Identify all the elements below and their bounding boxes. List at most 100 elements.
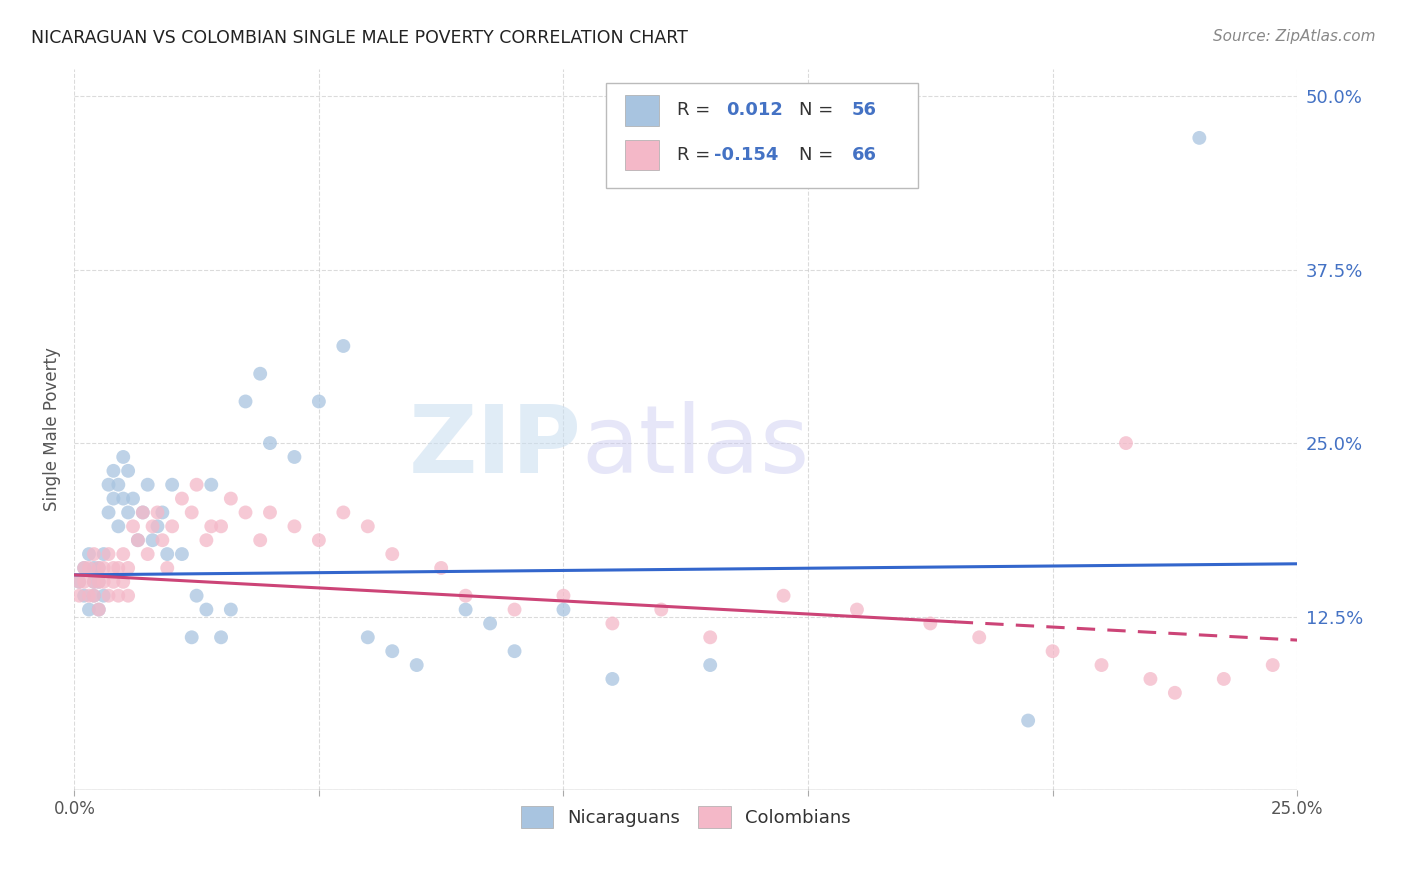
Point xyxy=(87,602,110,616)
Point xyxy=(200,477,222,491)
Point xyxy=(107,519,129,533)
Point xyxy=(405,658,427,673)
Point xyxy=(97,547,120,561)
Point xyxy=(381,547,404,561)
Point xyxy=(83,574,105,589)
Point xyxy=(103,491,125,506)
Point xyxy=(200,519,222,533)
Point xyxy=(209,519,232,533)
Point xyxy=(357,630,380,644)
Point xyxy=(180,506,202,520)
Point xyxy=(650,602,672,616)
Point xyxy=(1164,686,1187,700)
Point xyxy=(430,561,453,575)
Point xyxy=(73,574,96,589)
Point xyxy=(553,589,575,603)
Point xyxy=(107,477,129,491)
Point xyxy=(195,602,218,616)
Point xyxy=(146,519,169,533)
Point xyxy=(77,589,100,603)
Point xyxy=(381,644,404,658)
Legend: Nicaraguans, Colombians: Nicaraguans, Colombians xyxy=(513,798,858,835)
Point xyxy=(117,464,139,478)
Text: N =: N = xyxy=(800,102,839,120)
Point xyxy=(249,533,271,548)
Text: N =: N = xyxy=(800,146,839,164)
Point xyxy=(117,589,139,603)
Point xyxy=(93,574,115,589)
Point xyxy=(170,547,193,561)
Point xyxy=(97,589,120,603)
Point xyxy=(117,561,139,575)
Point xyxy=(122,519,145,533)
Point xyxy=(1090,658,1112,673)
Point xyxy=(235,394,257,409)
Text: Source: ZipAtlas.com: Source: ZipAtlas.com xyxy=(1212,29,1375,44)
Text: R =: R = xyxy=(678,102,716,120)
Point xyxy=(136,477,159,491)
Point xyxy=(132,506,155,520)
Point xyxy=(142,533,165,548)
Bar xyxy=(624,140,659,170)
Point xyxy=(454,589,477,603)
Text: atlas: atlas xyxy=(582,401,810,493)
Point xyxy=(259,506,281,520)
Text: NICARAGUAN VS COLOMBIAN SINGLE MALE POVERTY CORRELATION CHART: NICARAGUAN VS COLOMBIAN SINGLE MALE POVE… xyxy=(31,29,688,46)
Point xyxy=(602,616,624,631)
Point xyxy=(156,561,179,575)
Point xyxy=(454,602,477,616)
Point xyxy=(67,574,90,589)
Point xyxy=(283,519,305,533)
Point xyxy=(112,491,135,506)
Point xyxy=(73,561,96,575)
Point xyxy=(107,561,129,575)
Point xyxy=(259,436,281,450)
Point xyxy=(357,519,380,533)
Point xyxy=(107,589,129,603)
Point xyxy=(186,589,208,603)
Point xyxy=(83,561,105,575)
Point xyxy=(150,533,173,548)
Point xyxy=(83,547,105,561)
Point xyxy=(170,491,193,506)
Point xyxy=(87,561,110,575)
Point xyxy=(112,547,135,561)
Point xyxy=(283,450,305,464)
Point xyxy=(97,506,120,520)
Point xyxy=(77,602,100,616)
Point xyxy=(503,602,526,616)
Point xyxy=(73,589,96,603)
Point xyxy=(67,589,90,603)
Point xyxy=(308,394,330,409)
Point xyxy=(219,602,242,616)
Point xyxy=(1261,658,1284,673)
Point xyxy=(67,574,90,589)
Point xyxy=(845,602,868,616)
Point xyxy=(93,547,115,561)
Y-axis label: Single Male Poverty: Single Male Poverty xyxy=(44,347,60,511)
Point xyxy=(195,533,218,548)
Point xyxy=(160,477,183,491)
Text: 66: 66 xyxy=(852,146,877,164)
Point xyxy=(83,589,105,603)
Point xyxy=(1115,436,1137,450)
Point xyxy=(103,574,125,589)
Point xyxy=(103,464,125,478)
Point xyxy=(920,616,942,631)
Point xyxy=(249,367,271,381)
Point xyxy=(332,506,354,520)
Point xyxy=(156,547,179,561)
Point xyxy=(87,574,110,589)
Point xyxy=(122,491,145,506)
Point xyxy=(87,561,110,575)
Point xyxy=(127,533,149,548)
Point xyxy=(112,574,135,589)
Point xyxy=(87,574,110,589)
Point xyxy=(93,589,115,603)
Bar xyxy=(624,95,659,126)
Point xyxy=(127,533,149,548)
Point xyxy=(150,506,173,520)
Point xyxy=(235,506,257,520)
Point xyxy=(77,547,100,561)
Point xyxy=(186,477,208,491)
